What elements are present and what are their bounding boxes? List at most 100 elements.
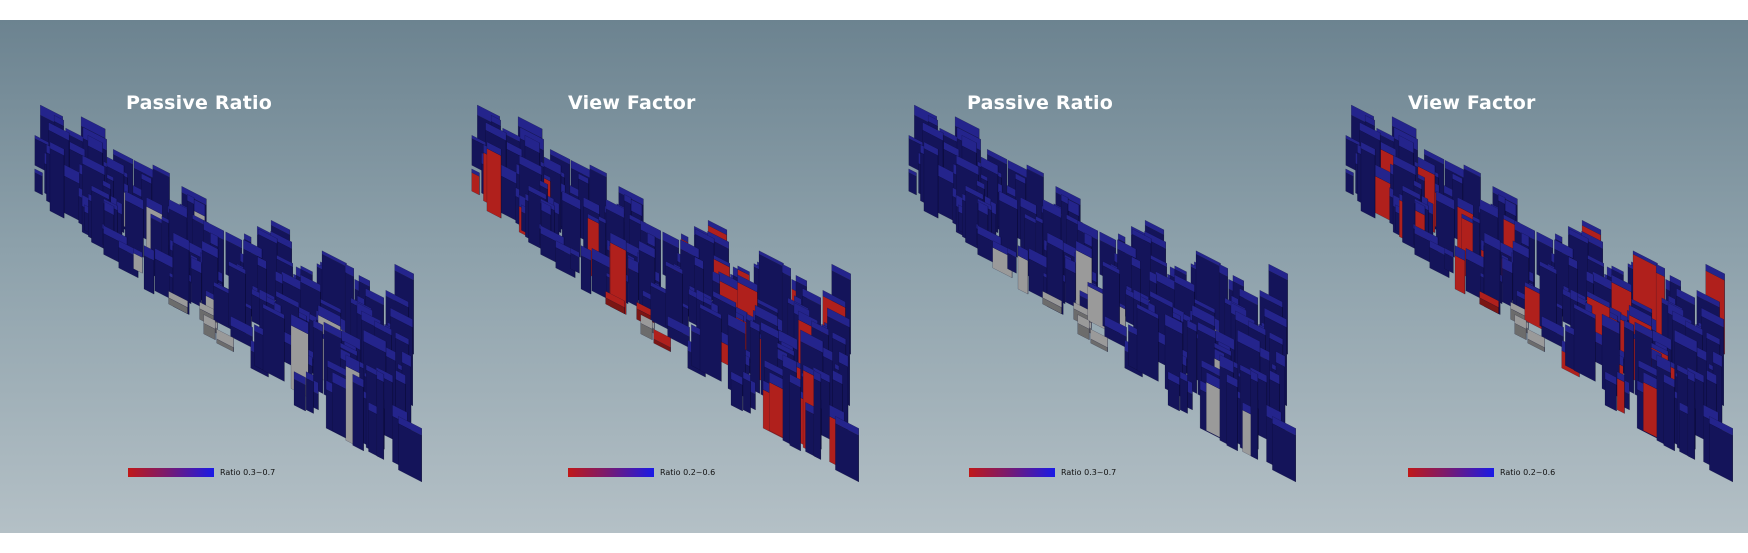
building-roof [1136,303,1159,320]
building-front-face [789,381,801,452]
building-roof [1060,193,1069,205]
color-legend: Ratio 0.3~0.7 [128,466,275,478]
building-roof [1514,220,1535,241]
building-roof [1226,373,1238,389]
legend-gradient-bar [568,467,654,477]
building-roof [1359,121,1381,142]
building-roof [540,198,555,211]
city-3d-render [471,104,859,483]
building-roof [524,134,540,154]
building-roof [1554,233,1563,243]
building-roof [1705,263,1725,281]
building-roof [707,219,728,236]
building-roof [262,303,285,320]
building-roof [1616,371,1625,383]
panel-view-factor-1: View Factor Ratio 0.2~0.6 [437,20,874,533]
color-legend: Ratio 0.2~0.6 [568,466,715,478]
building-roof [172,232,190,252]
building-roof [1035,215,1044,225]
building-roof [1164,313,1183,335]
building-roof [1275,350,1286,368]
building-roof [374,320,392,337]
building-roof [1413,179,1422,190]
building-roof [1414,198,1429,211]
building-roof [146,196,163,215]
building-roof [795,274,807,288]
building-roof [112,148,134,165]
building-front-face [1687,378,1696,461]
building-roof [647,232,656,248]
building-roof [737,265,750,276]
building-front-face [699,307,722,382]
building-roof [471,168,480,177]
building-roof [1512,240,1530,259]
building-roof [1651,342,1669,357]
building-roof [1527,328,1545,349]
building-roof [1541,315,1564,338]
building-roof [243,239,263,259]
building-roof [1497,193,1506,205]
building-roof [1586,290,1611,309]
building-roof [340,342,358,357]
building-roof [1452,173,1463,185]
building-front-face [376,378,385,461]
building-roof [570,247,580,258]
building-roof [341,329,361,351]
building-roof [986,148,1008,165]
building-front-face [1573,307,1596,382]
building-roof [1186,319,1197,333]
building-roof [317,304,341,327]
building-roof [168,198,188,219]
building-roof [312,319,323,333]
building-roof [1269,331,1284,346]
building-roof [956,154,979,176]
building-roof [578,173,589,185]
building-front-face [352,381,364,452]
building-roof [230,315,253,338]
building-roof [1191,304,1215,327]
building-roof [1687,370,1696,383]
panel-title: View Factor [568,92,696,114]
building-roof [1172,311,1181,322]
building-roof [781,263,791,278]
building-roof [1218,263,1228,278]
building-roof [1149,270,1157,285]
building-roof [1077,220,1098,241]
building-front-face [143,255,155,295]
building-roof [1634,321,1653,340]
building-roof [541,200,552,216]
building-roof [735,311,744,322]
building-roof [305,371,314,383]
building-roof [1102,260,1120,275]
building-front-face [1360,147,1376,219]
building-roof [1472,215,1481,225]
legend-gradient-bar [969,467,1055,477]
building-roof [665,260,683,275]
building-roof [345,354,360,374]
building-roof [811,320,829,337]
building-roof [1345,168,1354,177]
city-3d-render [1345,104,1733,483]
building-roof [270,219,291,236]
building-roof [742,371,751,383]
building-roof [977,198,992,211]
legend-label: Ratio 0.2~0.6 [1500,467,1556,477]
building-roof [290,313,309,335]
building-roof [922,121,944,142]
building-roof [1706,331,1721,346]
building-roof [1259,289,1283,309]
building-front-face [190,267,202,308]
building-roof [1652,329,1672,351]
building-roof [376,370,385,383]
city-3d-render [908,104,1296,483]
building-roof [543,173,551,182]
building-roof [727,313,746,335]
building-roof [832,369,843,385]
building-roof [517,116,543,139]
building-roof [1174,265,1187,276]
building-roof [1393,154,1416,176]
legend-label: Ratio 0.3~0.7 [220,467,276,477]
bottom-margin [0,533,1748,553]
building-roof [1457,196,1474,215]
building-roof [1007,247,1017,258]
